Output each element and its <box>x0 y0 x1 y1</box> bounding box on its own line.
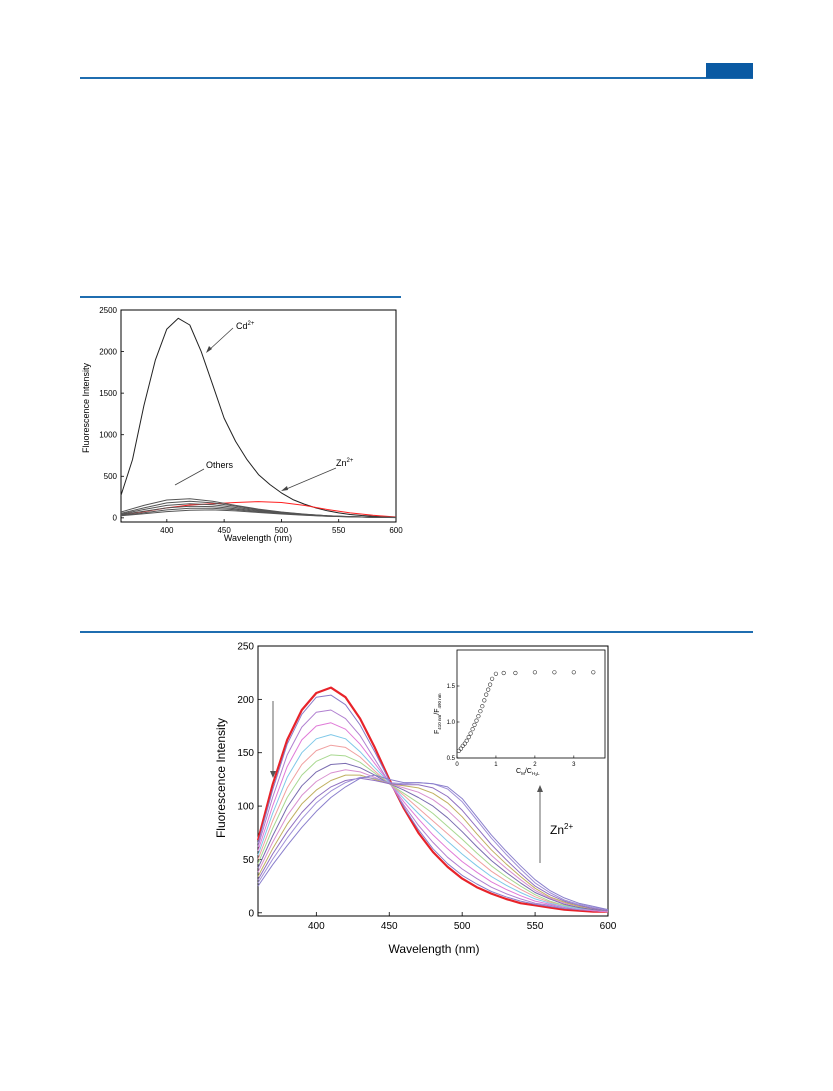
chart2-down-arrow-head <box>270 771 276 778</box>
inset-data-point <box>552 670 557 675</box>
chart1-x-axis-label: Wavelength (nm) <box>224 533 292 543</box>
chart2-series-line-4 <box>257 734 609 912</box>
chart1-x-tick-label: 600 <box>389 526 403 535</box>
chart1-annotation-cd: Cd2+ <box>206 321 255 353</box>
chart2-series-line-5 <box>257 744 609 912</box>
chart1-y-tick-label: 1000 <box>99 431 117 440</box>
chart2-series-line-0 <box>256 686 608 913</box>
inset-data-point <box>458 746 463 751</box>
chart2-series-line-7 <box>257 762 609 912</box>
chart2-y-tick-label: 250 <box>237 642 254 653</box>
inset-data-point <box>490 676 495 681</box>
chart2-series-line-11 <box>257 776 609 911</box>
inset-data-point <box>532 670 538 675</box>
inset-y-tick-label: 1.0 <box>447 720 456 726</box>
chart2-y-tick-label: 100 <box>237 802 254 813</box>
inset-y-tick-label: 1.5 <box>447 684 456 690</box>
page-header-tab <box>706 63 753 78</box>
chart2-series-line-8 <box>257 769 609 912</box>
inset-data-point <box>484 692 489 697</box>
inset-x-tick-label: 1 <box>494 762 498 768</box>
chart1-others-arrow <box>174 468 205 486</box>
inset-data-point <box>464 738 469 743</box>
chart2-x-axis-label: Wavelength (nm) <box>389 942 480 956</box>
inset-x-tick-label: 3 <box>572 762 576 768</box>
chart2-x-tick-label: 400 <box>308 921 325 932</box>
inset-data-point <box>474 718 479 723</box>
figure1-top-rule <box>80 296 401 298</box>
chart1-zn-arrow <box>283 467 337 491</box>
inset-x-tick-label: 0 <box>455 762 459 768</box>
chart1-zn-arrowhead <box>281 486 288 491</box>
chart1-y-tick-label: 1500 <box>99 389 117 398</box>
page-header-rule <box>80 77 753 79</box>
chart2-y-axis-label: Fluorescence Intensity <box>214 718 228 838</box>
figure2-top-rule <box>80 631 753 633</box>
chart1-x-tick-label: 500 <box>275 526 289 535</box>
inset-y-tick-label: 0.5 <box>447 756 456 762</box>
inset-data-point <box>486 687 491 692</box>
chart1-cd-arrowhead <box>206 346 212 353</box>
chart2-series-line-10 <box>257 777 609 912</box>
inset-data-point <box>472 722 477 727</box>
inset-x-tick-label: 2 <box>533 762 537 768</box>
chart2-series-line-6 <box>257 754 609 912</box>
chart1-y-tick-label: 2500 <box>99 306 117 315</box>
chart2-x-tick-label: 550 <box>527 921 544 932</box>
chart2-x-tick-label: 500 <box>454 921 471 932</box>
chart1-x-tick-label: 450 <box>217 526 231 535</box>
chart1-y-axis-label: Fluorescence Intensity <box>81 362 91 453</box>
inset-data-point <box>476 714 481 719</box>
chart2-y-tick-label: 0 <box>248 908 254 919</box>
chart1-y-tick-label: 2000 <box>99 347 117 356</box>
chart2-down-arrow <box>270 701 276 778</box>
chart2-y-tick-label: 200 <box>237 695 254 706</box>
inset-data-point <box>480 704 485 709</box>
chart1-zn-label: Zn2+ <box>336 458 354 468</box>
inset-data-point <box>591 670 596 675</box>
chart1-cd-label: Cd2+ <box>236 321 255 331</box>
inset-y-axis-label: F410 nm/F490 nm <box>434 693 442 734</box>
chart1-series-line-7 <box>120 509 397 519</box>
inset-data-point <box>468 731 473 736</box>
chart2-series-line-1 <box>257 694 609 913</box>
chart1-cd-arrow <box>207 327 234 352</box>
inset-data-point <box>493 671 499 676</box>
chart2-series-line-2 <box>257 709 609 913</box>
inset-data-point <box>462 741 467 746</box>
chart2-up-arrow <box>537 785 543 863</box>
chart2-x-tick-label: 600 <box>600 921 617 932</box>
chart2-inset: 0 1 2 3 0.5 1.0 1.5 <box>447 649 606 768</box>
inset-data-point <box>501 670 506 676</box>
chart1-y-tick-label: 0 <box>113 514 118 523</box>
chart2-series-line-3 <box>257 722 609 913</box>
inset-x-axis-label: CM/CH3L <box>516 768 540 777</box>
chart2-zn-label: Zn2+ <box>550 822 573 837</box>
chart2-series-line-9 <box>257 774 609 912</box>
chart1-others-label: Others <box>206 460 234 470</box>
chart1-x-tick-label: 550 <box>332 526 346 535</box>
chart1-x-tick-label: 400 <box>160 526 174 535</box>
inset-data-point <box>488 682 493 687</box>
chart1-y-tick-label: 500 <box>104 472 118 481</box>
inset-data-point <box>466 734 471 740</box>
chart-titration: 400 450 500 550 600 0 50 100 150 200 250 Fluoresce… <box>214 642 617 957</box>
chart-selectivity: 400 450 500 550 600 0 500 1000 1500 2000 2500 Fluo… <box>81 306 403 543</box>
inset-data-point <box>513 670 518 676</box>
chart2-plot-frame <box>257 645 609 917</box>
chart2-series-line-12 <box>257 774 609 911</box>
chart1-annotation-others: Others <box>174 460 234 486</box>
inset-data-point <box>571 670 576 675</box>
chart1-annotation-zn: Zn2+ <box>281 458 354 491</box>
inset-frame <box>456 649 606 759</box>
inset-data-point <box>478 709 483 714</box>
chart1-series-line-0 <box>120 317 397 518</box>
chart2-y-tick-label: 50 <box>243 855 255 866</box>
chart2-up-arrow-head <box>537 785 543 792</box>
inset-data-point <box>470 727 475 732</box>
chart1-plot-frame <box>120 309 397 523</box>
inset-data-point <box>482 698 487 703</box>
chart2-x-tick-label: 450 <box>381 921 398 932</box>
chart2-y-tick-label: 150 <box>237 748 254 759</box>
